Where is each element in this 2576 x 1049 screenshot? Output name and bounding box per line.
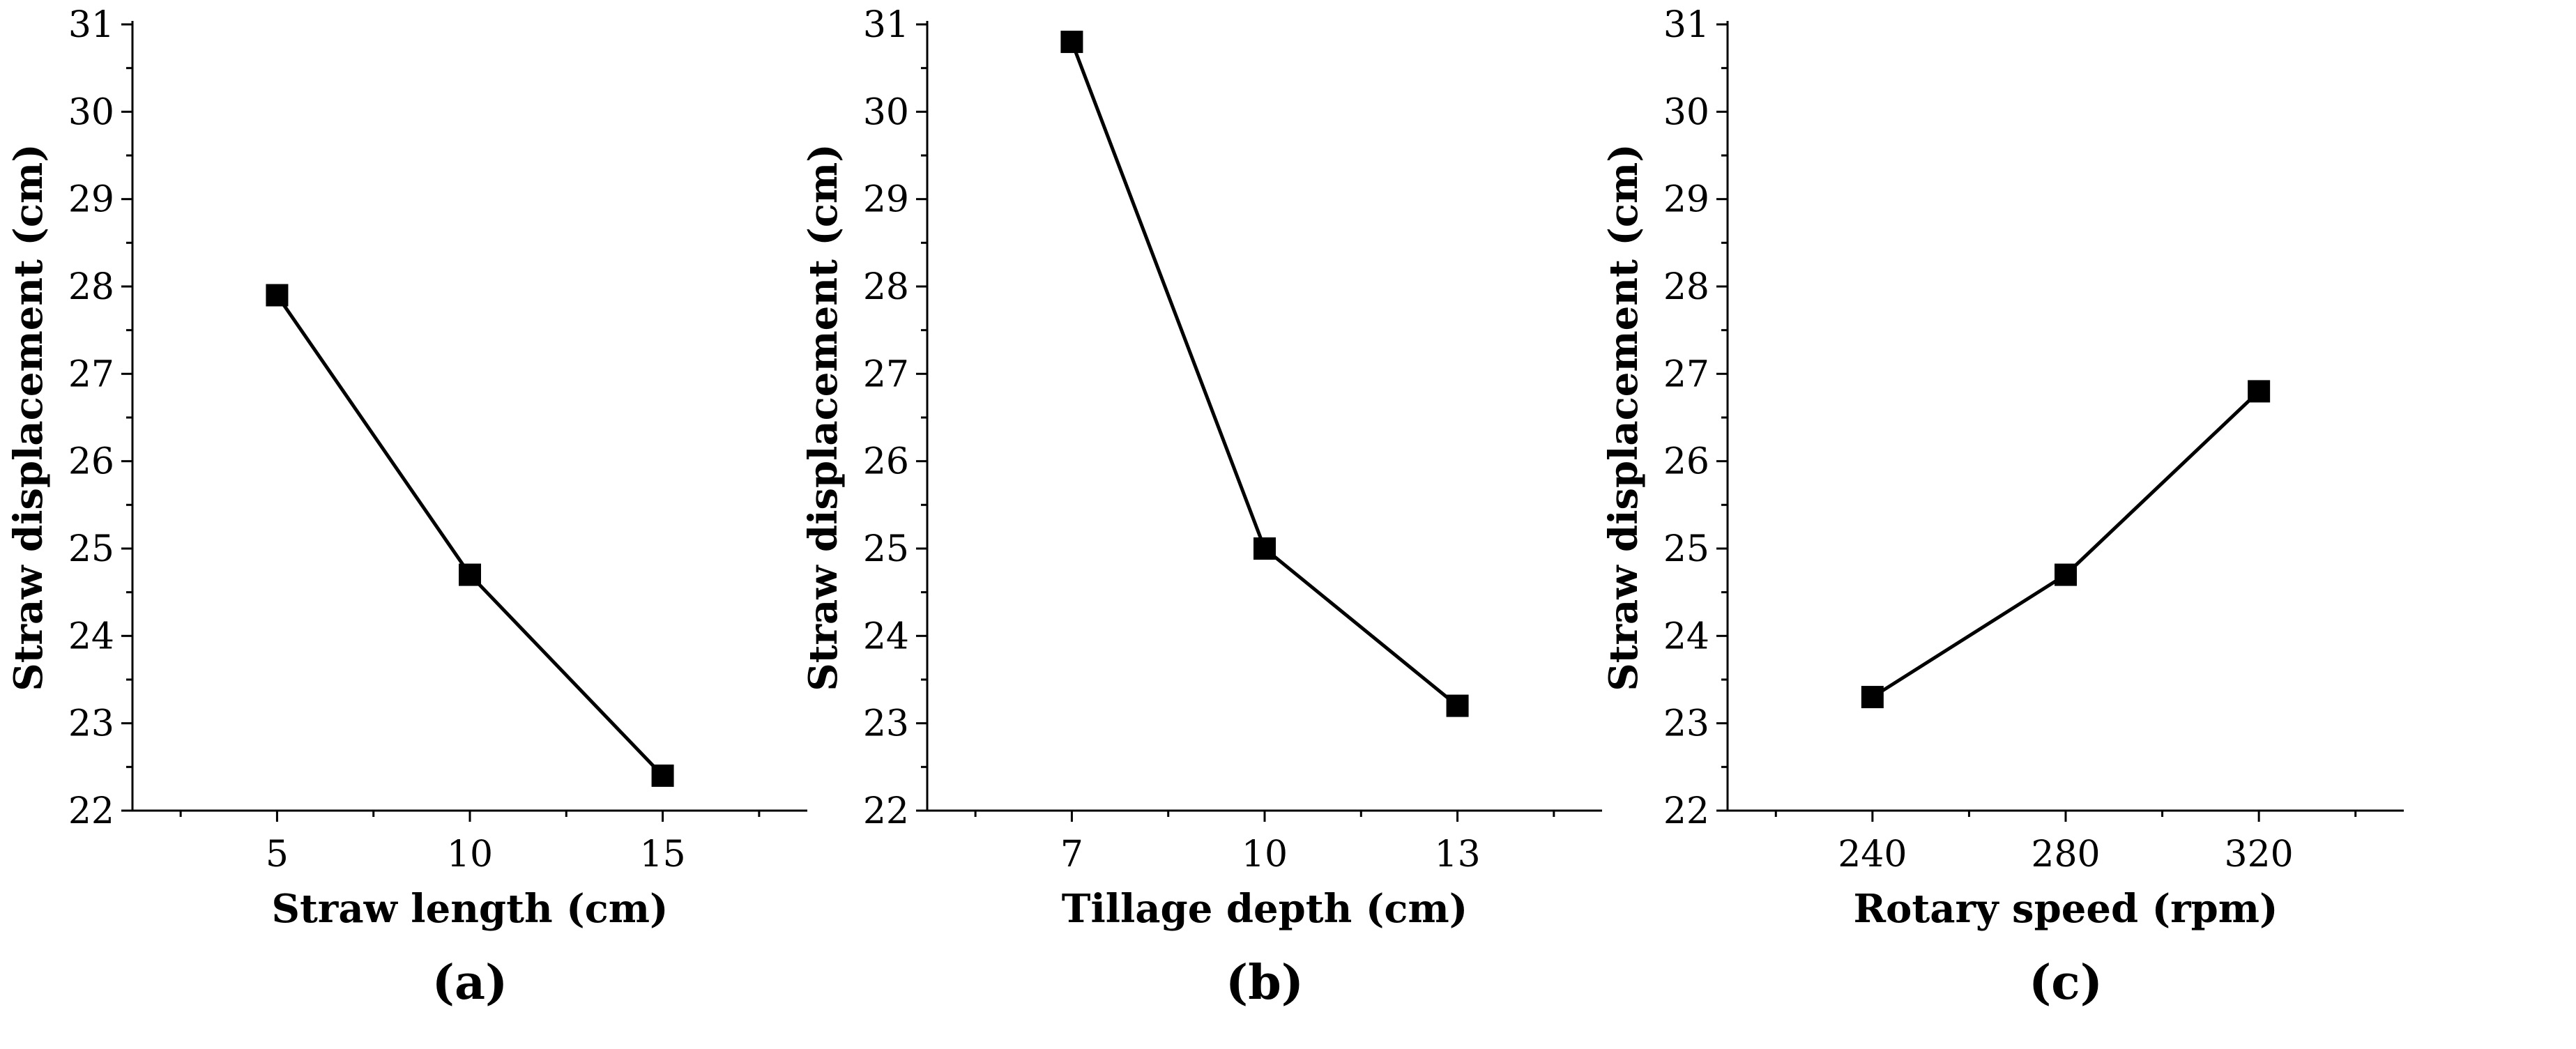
x-tick-label: 280 [2031,834,2100,875]
y-tick-label: 28 [1663,266,1709,308]
x-axis-title: Tillage depth (cm) [1062,886,1468,932]
y-tick-label: 31 [68,4,114,46]
y-tick-label: 25 [68,528,114,570]
y-tick-label: 31 [1663,4,1709,46]
y-tick-label: 29 [68,179,114,221]
panel-label: (a) [432,955,508,1011]
y-tick-label: 23 [1663,703,1709,745]
data-point-marker [1446,694,1469,717]
y-tick-label: 26 [1663,441,1709,483]
y-tick-label: 31 [863,4,909,46]
y-tick-label: 29 [1663,179,1709,221]
panel-label: (b) [1226,955,1304,1011]
x-tick-label: 240 [1838,834,1907,875]
y-axis-title: Straw displacement (cm) [800,144,846,691]
data-point-marker [459,563,481,586]
x-tick-label: 10 [1242,834,1288,875]
y-tick-label: 24 [863,615,909,657]
x-tick-label: 15 [639,834,685,875]
panel-c: Rotary speed (rpm) Straw displacement (c… [1601,4,2404,1011]
series-line [1070,41,1459,707]
panel-b: Tillage depth (cm) Straw displacement (c… [800,4,1602,1011]
x-axis-title: Rotary speed (rpm) [1853,886,2278,932]
x-tick-label: 5 [266,834,289,875]
x-tick-label: 320 [2225,834,2294,875]
series-line [275,294,664,777]
y-tick-label: 26 [863,441,909,483]
y-tick-label: 24 [1663,615,1709,657]
x-tick-label: 10 [447,834,493,875]
x-axis-title: Straw length (cm) [272,886,669,932]
y-tick-label: 27 [863,353,909,395]
y-tick-label: 30 [863,91,909,133]
y-axis-title: Straw displacement (cm) [6,144,52,691]
y-tick-label: 29 [863,179,909,221]
series-line [1871,390,2260,699]
x-tick-label: 7 [1060,834,1083,875]
y-tick-label: 23 [863,703,909,745]
y-tick-label: 28 [863,266,909,308]
y-tick-label: 22 [68,790,114,832]
y-tick-label: 23 [68,703,114,745]
y-tick-label: 25 [863,528,909,570]
y-tick-label: 27 [1663,353,1709,395]
x-tick-label: 13 [1434,834,1480,875]
y-tick-label: 26 [68,441,114,483]
data-point-marker [1253,537,1276,560]
y-tick-label: 28 [68,266,114,308]
data-point-marker [1861,686,1884,709]
y-tick-label: 30 [1663,91,1709,133]
y-tick-label: 25 [1663,528,1709,570]
panel-label: (c) [2029,955,2103,1011]
data-point-marker [1060,31,1083,54]
y-tick-label: 30 [68,91,114,133]
y-tick-label: 22 [1663,790,1709,832]
y-tick-label: 24 [68,615,114,657]
y-tick-label: 27 [68,353,114,395]
data-point-marker [2055,563,2077,586]
y-axis-title: Straw displacement (cm) [1601,144,1647,691]
y-tick-label: 22 [863,790,909,832]
panel-a: Straw length (cm) Straw displacement (cm… [6,4,807,1011]
data-point-marker [651,764,674,787]
data-point-marker [2248,380,2271,403]
data-point-marker [266,284,289,307]
